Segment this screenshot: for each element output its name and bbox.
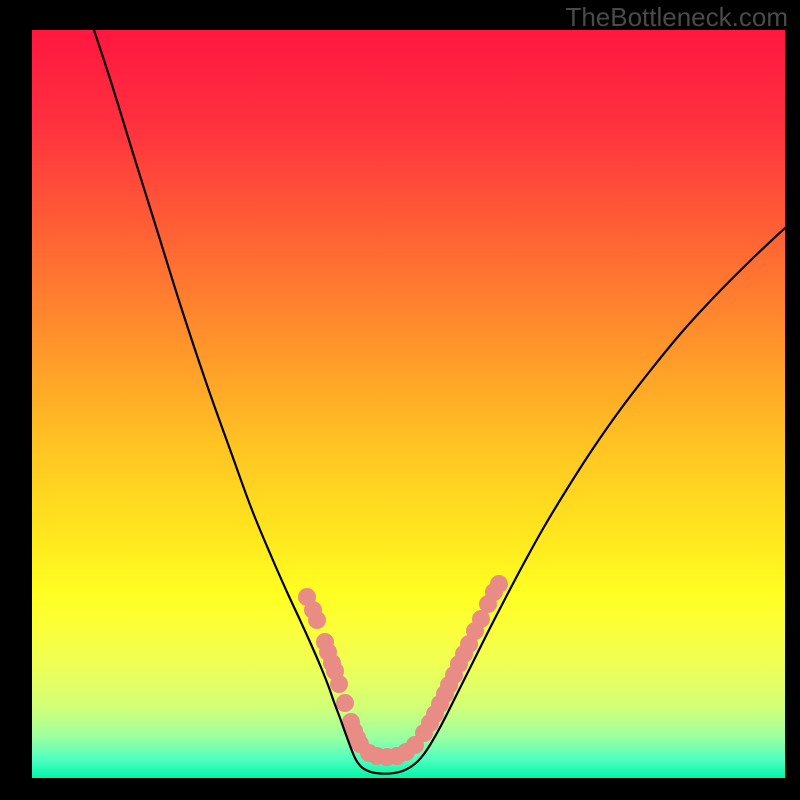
bottleneck-curve xyxy=(94,30,785,774)
chart-plot-area xyxy=(32,30,785,778)
watermark-text: TheBottleneck.com xyxy=(565,2,788,33)
indicator-marker xyxy=(337,695,354,712)
indicator-marker xyxy=(473,611,490,628)
indicator-marker xyxy=(491,576,508,593)
chart-svg-layer xyxy=(32,30,785,778)
indicator-markers xyxy=(299,576,508,766)
indicator-marker xyxy=(331,676,348,693)
indicator-marker xyxy=(309,612,326,629)
